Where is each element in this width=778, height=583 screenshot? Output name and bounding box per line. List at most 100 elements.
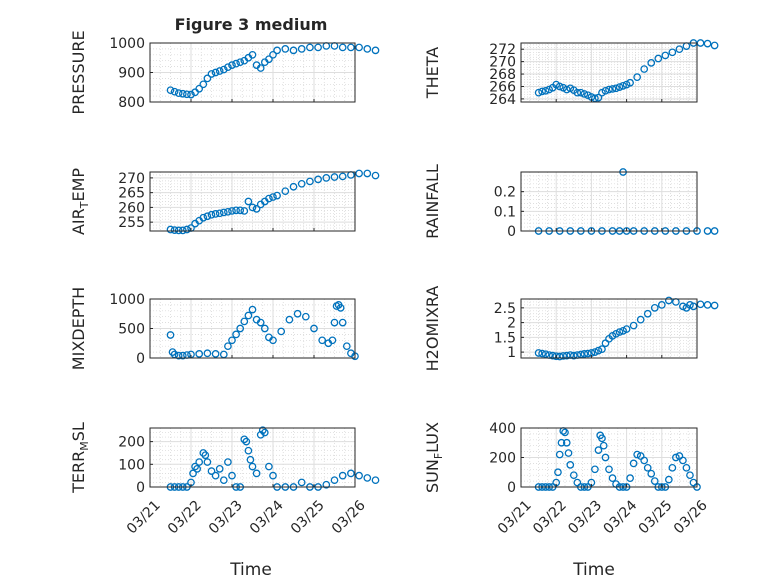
- data-point: [236, 58, 245, 67]
- data-point: [232, 330, 240, 339]
- data-point: [615, 328, 624, 336]
- data-point: [703, 39, 712, 48]
- data-point: [555, 450, 564, 459]
- data-point: [654, 54, 663, 63]
- data-point: [252, 205, 261, 213]
- data-point: [256, 318, 265, 327]
- data-point: [573, 88, 582, 97]
- data-point: [629, 321, 638, 330]
- data-point: [170, 226, 179, 234]
- data-point: [260, 324, 269, 333]
- data-point: [619, 82, 627, 90]
- data-point: [219, 65, 228, 74]
- data-point: [195, 84, 204, 93]
- data-point: [629, 459, 638, 468]
- data-point: [562, 85, 571, 94]
- x-axis-label-left: Time: [229, 560, 272, 580]
- data-point: [330, 318, 339, 327]
- data-point: [541, 350, 550, 359]
- y-tick-label: 0: [507, 224, 516, 240]
- data-point: [336, 303, 345, 312]
- data-point: [306, 177, 314, 186]
- data-point: [615, 83, 624, 91]
- y-tick-label: 1: [507, 345, 516, 361]
- data-point: [211, 68, 220, 77]
- data-point: [219, 476, 228, 485]
- data-point: [664, 475, 673, 484]
- data-point: [643, 309, 652, 318]
- data-point: [633, 73, 642, 82]
- y-tick-label: 1.5: [494, 330, 516, 346]
- data-point: [166, 225, 175, 234]
- data-point: [228, 207, 236, 215]
- data-point: [273, 46, 281, 55]
- y-tick-label: 800: [118, 95, 145, 111]
- data-point: [664, 296, 673, 305]
- data-point: [256, 64, 265, 72]
- y-axis-label: H2OMIXRA: [423, 286, 442, 372]
- data-point: [679, 456, 687, 465]
- axes-box: [149, 427, 356, 488]
- data-point: [612, 84, 620, 93]
- data-point: [557, 438, 566, 447]
- y-tick-label: 0: [136, 351, 145, 367]
- data-point: [203, 74, 212, 83]
- data-point: [191, 462, 199, 471]
- data-point: [240, 317, 249, 326]
- data-point: [314, 175, 322, 184]
- data-point: [584, 349, 592, 358]
- subplot-pressure: 800 900 1000 PRESSURE: [69, 30, 380, 115]
- y-tick-label: 264: [489, 92, 516, 108]
- data-point: [591, 348, 599, 356]
- axes-box: [520, 171, 698, 232]
- y-tick-label: 2: [507, 316, 516, 332]
- data-point: [240, 207, 249, 215]
- data-point: [269, 471, 277, 480]
- data-point: [710, 301, 719, 310]
- data-point: [564, 449, 573, 457]
- y-tick-label: 1000: [109, 292, 145, 308]
- data-point: [598, 345, 606, 353]
- data-point: [675, 45, 684, 54]
- y-tick-label: 266: [489, 79, 516, 95]
- data-point: [203, 212, 212, 221]
- data-point: [569, 351, 578, 360]
- data-point: [569, 471, 578, 480]
- data-point: [591, 94, 599, 103]
- data-point: [211, 471, 220, 480]
- data-point: [605, 85, 613, 94]
- data-point: [297, 179, 306, 188]
- data-point: [636, 315, 645, 324]
- data-point: [306, 43, 314, 52]
- y-axis-label: PRESSURE: [69, 30, 88, 114]
- y-tick-label: 0.2: [494, 185, 516, 201]
- data-point: [199, 80, 208, 89]
- data-point: [710, 41, 719, 50]
- y-axis-label: THETA: [423, 47, 442, 99]
- data-point: [647, 469, 656, 478]
- data-point: [371, 171, 380, 180]
- data-point: [608, 474, 617, 482]
- y-axis-label: TERRMSL: [69, 422, 91, 494]
- data-point: [363, 45, 372, 53]
- data-point: [355, 471, 363, 480]
- data-point: [703, 301, 712, 309]
- data-point: [668, 48, 677, 57]
- data-point: [541, 86, 550, 95]
- data-point: [297, 45, 306, 53]
- data-point: [281, 45, 290, 53]
- data-point: [330, 173, 339, 181]
- data-point: [168, 348, 177, 356]
- data-point: [195, 350, 204, 358]
- data-point: [342, 342, 351, 351]
- data-point: [626, 78, 634, 87]
- data-point: [219, 208, 228, 217]
- data-point: [203, 458, 212, 466]
- data-point: [183, 225, 191, 234]
- data-point: [183, 90, 191, 99]
- subplot-h2omixra: 11.522.5 H2OMIXRA: [423, 286, 719, 372]
- data-point: [269, 193, 277, 201]
- data-point: [363, 474, 372, 482]
- y-tick-label: 200: [118, 435, 145, 451]
- data-point: [355, 43, 363, 52]
